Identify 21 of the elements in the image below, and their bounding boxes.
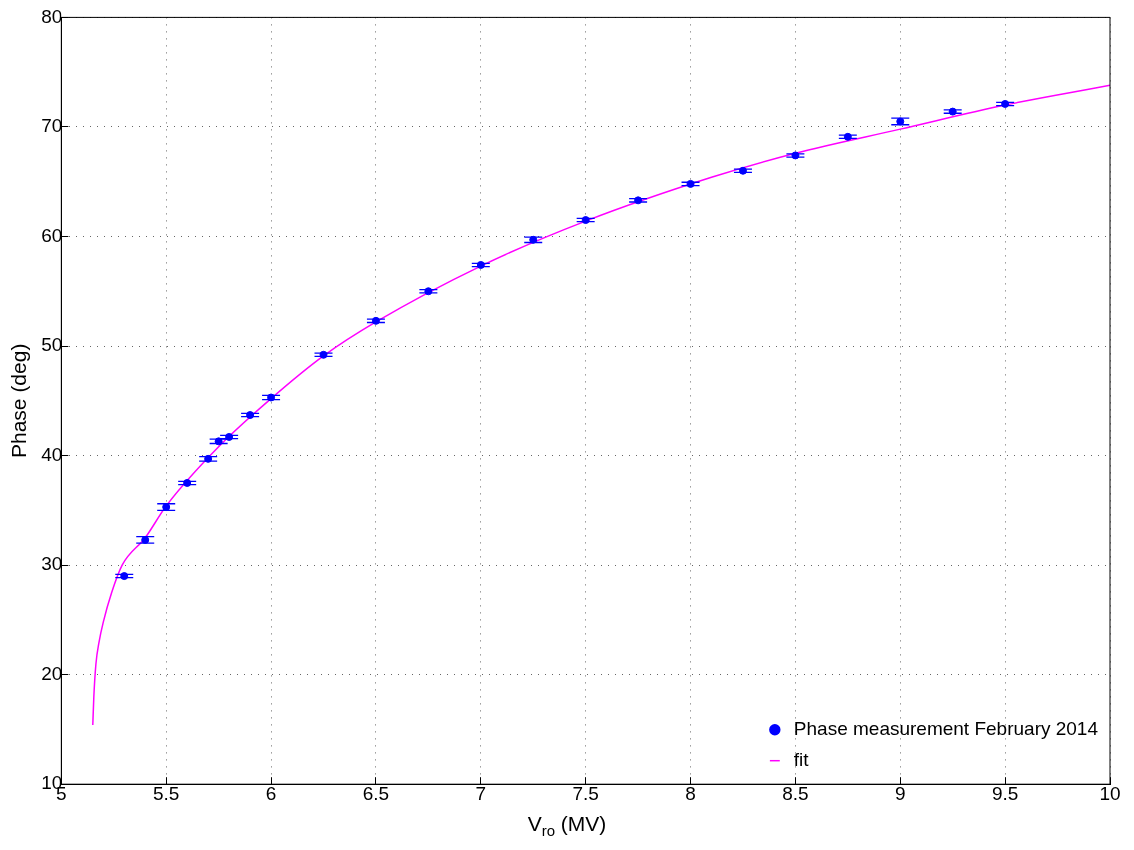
x-tick-label: 10 [1099, 782, 1121, 804]
y-tick-label: 80 [41, 5, 63, 27]
x-tick-label: 9 [894, 782, 906, 804]
x-tick-label: 5.5 [152, 782, 180, 804]
x-axis-title: V$_{ro}$ (MV) [526, 812, 608, 840]
x-tick-label: 7.5 [572, 782, 599, 804]
y-tick-label: 50 [41, 334, 63, 356]
x-tick-label: 6.5 [362, 782, 390, 804]
x-tick-label: 9.5 [991, 782, 1019, 804]
y-axis-title: Phase (deg) [7, 343, 31, 458]
y-tick-label: 30 [41, 553, 63, 575]
x-tick-label: 6 [265, 782, 277, 804]
y-tick-label: 70 [41, 115, 63, 137]
legend-label: fit [793, 748, 810, 770]
y-tick-label: 40 [41, 443, 63, 465]
x-tick-label: 8 [685, 782, 696, 804]
x-tick-label: 7 [475, 782, 487, 804]
y-tick-label: 20 [41, 662, 63, 684]
legend-label: Phase measurement February 2014 [793, 717, 1099, 739]
x-tick-label: 8.5 [782, 782, 809, 804]
y-tick-label: 60 [41, 224, 63, 246]
